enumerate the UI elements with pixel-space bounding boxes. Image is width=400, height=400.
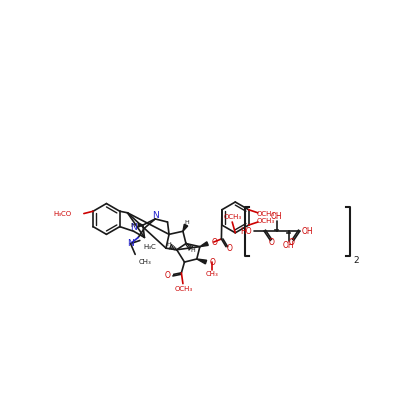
Polygon shape bbox=[197, 259, 207, 264]
Text: O: O bbox=[289, 238, 295, 246]
Text: OCH₃: OCH₃ bbox=[256, 218, 275, 224]
Text: O: O bbox=[210, 258, 216, 266]
Text: OCH₃: OCH₃ bbox=[175, 286, 193, 292]
Text: H: H bbox=[190, 248, 195, 253]
Text: H: H bbox=[130, 222, 135, 228]
Text: H₃C: H₃C bbox=[144, 244, 156, 250]
Text: 2: 2 bbox=[354, 256, 359, 265]
Text: H: H bbox=[166, 242, 171, 247]
Text: O: O bbox=[269, 238, 275, 246]
Text: N: N bbox=[152, 210, 158, 220]
Text: OCH₃: OCH₃ bbox=[223, 214, 241, 220]
Text: N: N bbox=[127, 239, 134, 248]
Text: O: O bbox=[226, 244, 232, 253]
Text: O: O bbox=[165, 271, 170, 280]
Text: CH₃: CH₃ bbox=[206, 271, 218, 277]
Text: OH: OH bbox=[271, 212, 282, 221]
Text: H: H bbox=[184, 220, 189, 224]
Text: CH₃: CH₃ bbox=[138, 259, 151, 265]
Polygon shape bbox=[200, 242, 208, 247]
Text: OH: OH bbox=[283, 241, 295, 250]
Text: O: O bbox=[212, 238, 217, 246]
Text: OCH₃: OCH₃ bbox=[256, 210, 275, 216]
Polygon shape bbox=[183, 224, 188, 231]
Polygon shape bbox=[138, 223, 143, 227]
Text: HO: HO bbox=[240, 227, 252, 236]
Text: N: N bbox=[130, 223, 137, 232]
Text: H₃CO: H₃CO bbox=[54, 210, 72, 216]
Text: OH: OH bbox=[301, 227, 313, 236]
